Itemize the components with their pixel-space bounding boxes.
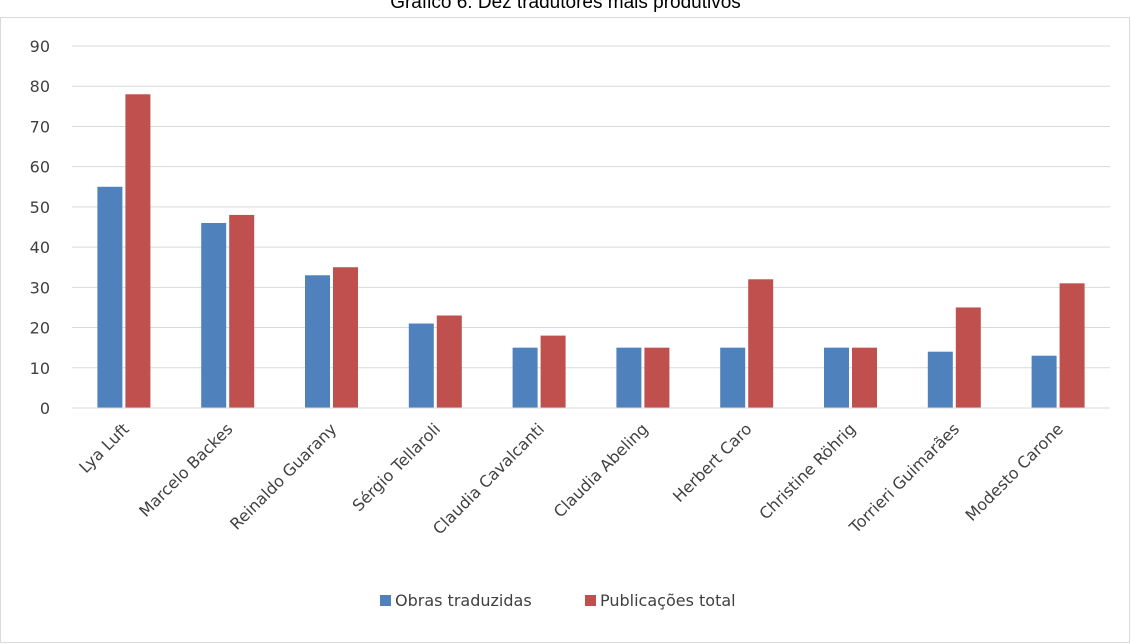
y-axis-ticks: 0 10 20 30 40 50 60 70 80 90	[30, 37, 50, 418]
x-category-label: Christine Röhrig	[755, 419, 859, 523]
x-category-label: Modesto Carone	[962, 419, 1067, 524]
legend-swatch	[380, 595, 391, 606]
bars	[97, 94, 1085, 409]
x-category-label: Marcelo Backes	[135, 419, 236, 520]
x-category-label: Claudia Abeling	[550, 419, 652, 521]
chart-title: Gráfico 6: Dez tradutores mais produtivo…	[390, 0, 741, 13]
x-category-label: Herbert Caro	[669, 419, 756, 506]
bar-publicacoes-total	[1059, 283, 1085, 408]
y-tick-label: 90	[30, 37, 50, 56]
x-category-label: Torrieri Guimarães	[845, 419, 963, 537]
bar-obras-traduzidas	[927, 351, 953, 408]
bar-publicacoes-total	[644, 347, 670, 408]
y-tick-label: 40	[30, 238, 50, 257]
legend: Obras traduzidas Publicações total	[380, 591, 736, 610]
x-category-label: Claudia Cavalcanti	[429, 419, 548, 538]
x-category-label: Reinaldo Guarany	[226, 419, 340, 533]
bar-publicacoes-total	[436, 315, 462, 408]
y-tick-label: 0	[40, 399, 50, 418]
gridlines	[72, 45, 1110, 369]
legend-label: Publicações total	[600, 591, 736, 610]
y-tick-label: 80	[30, 77, 50, 96]
bar-obras-traduzidas	[720, 347, 746, 408]
bar-obras-traduzidas	[201, 222, 227, 408]
bar-obras-traduzidas	[305, 275, 330, 408]
y-tick-label: 60	[30, 158, 50, 177]
y-tick-label: 10	[30, 359, 50, 378]
bar-obras-traduzidas	[824, 347, 849, 408]
y-tick-label: 50	[30, 198, 50, 217]
bar-obras-traduzidas	[1031, 355, 1057, 408]
chart-frame	[0, 17, 1130, 643]
bar-obras-traduzidas	[616, 347, 642, 408]
bar-publicacoes-total	[333, 267, 358, 408]
legend-swatch	[585, 595, 596, 606]
bar-publicacoes-total	[229, 214, 255, 408]
legend-label: Obras traduzidas	[395, 591, 532, 610]
x-category-label: Sérgio Tellaroli	[348, 419, 444, 515]
bar-publicacoes-total	[852, 347, 877, 408]
bar-publicacoes-total	[125, 94, 151, 409]
y-tick-label: 20	[30, 319, 50, 338]
bar-publicacoes-total	[748, 279, 774, 408]
bar-obras-traduzidas	[97, 186, 123, 408]
y-tick-label: 30	[30, 278, 50, 297]
bar-publicacoes-total	[955, 307, 981, 408]
bar-publicacoes-total	[540, 335, 566, 408]
x-category-label: Lya Luft	[75, 419, 132, 476]
bar-obras-traduzidas	[408, 323, 434, 408]
bar-obras-traduzidas	[512, 347, 538, 408]
y-tick-label: 70	[30, 117, 50, 136]
